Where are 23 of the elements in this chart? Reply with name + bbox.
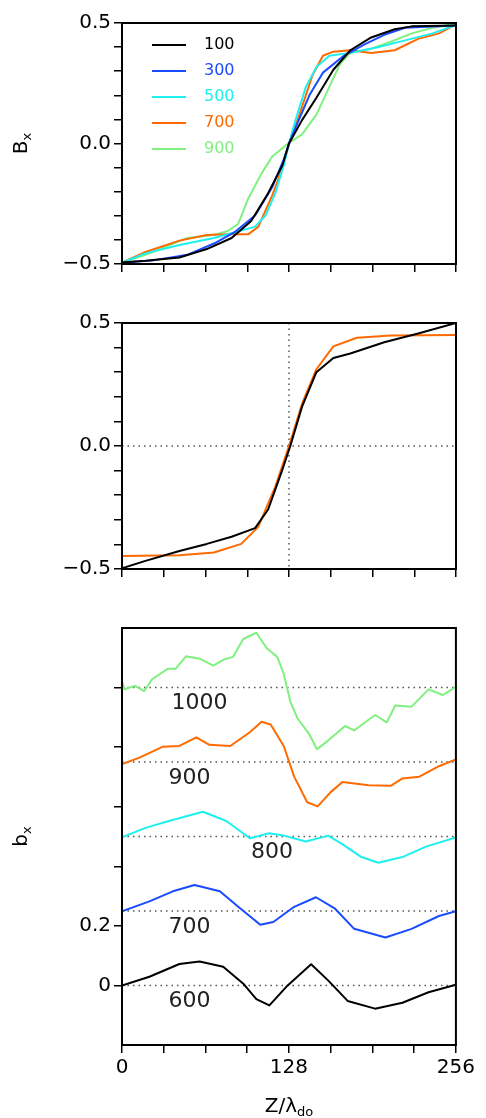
legend-label: 900 [204,138,235,158]
y-axis-title: Bx [8,132,35,155]
legend-label: 300 [204,60,235,80]
annotation: 800 [251,838,293,864]
y-tick-label: −0.5 [62,250,111,275]
y-tick-label: 0 [98,971,111,996]
annotation: 600 [168,987,211,1013]
annotation: 900 [168,763,211,789]
y-axis-title: bx [8,826,35,847]
legend-label: 700 [204,112,235,132]
x-tick-label: 128 [269,1054,309,1079]
y-tick-label: 0.5 [79,9,111,34]
y-tick-label: −0.5 [62,555,111,580]
x-tick-label: 0 [115,1054,129,1079]
y-tick-label: 0.0 [79,432,111,457]
legend-label: 100 [204,34,235,54]
x-tick-label: 256 [436,1054,476,1079]
legend-label: 500 [204,86,235,106]
y-tick-label: 0.2 [79,912,111,937]
annotation: 1000 [171,689,228,715]
annotation: 700 [168,912,211,938]
y-tick-label: 0.0 [79,129,111,154]
y-tick-label: 0.5 [79,309,111,334]
